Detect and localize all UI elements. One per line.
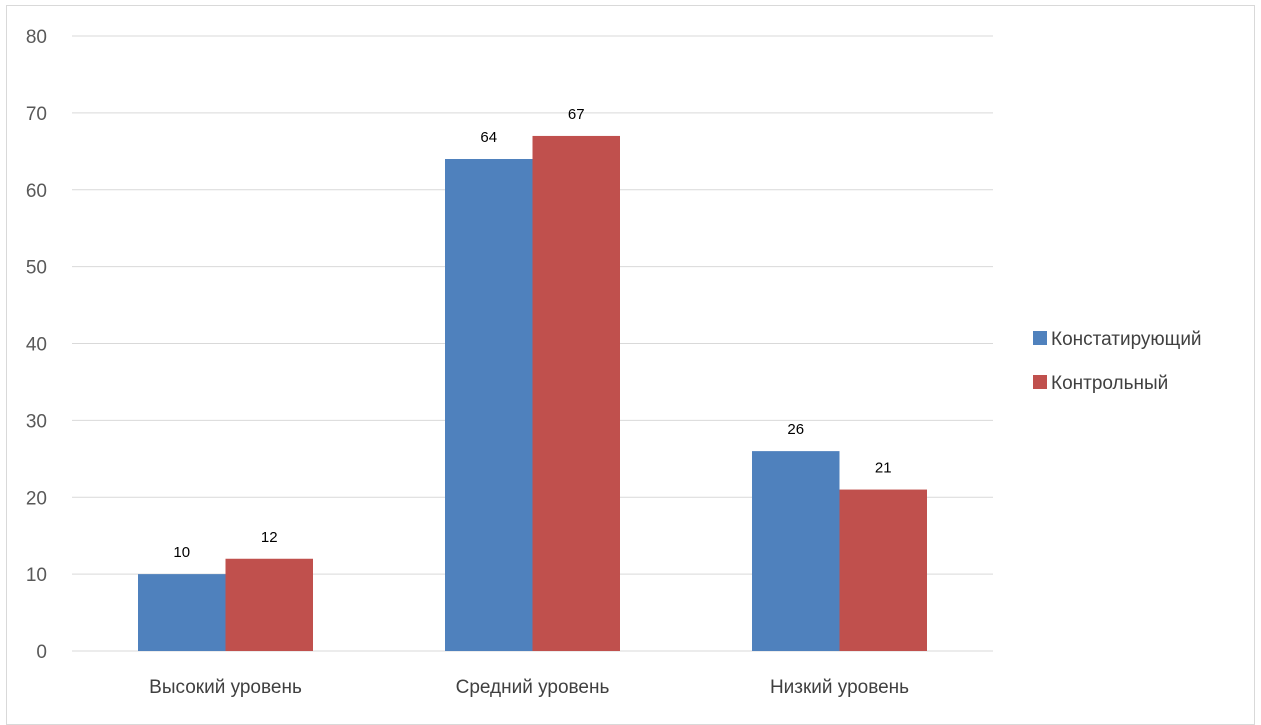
bar-konstatiruyushchiy (445, 159, 533, 651)
bar-konstatiruyushchiy (138, 574, 226, 651)
y-tick-label: 80 (26, 27, 47, 48)
data-label: 26 (787, 421, 804, 438)
legend: Констатирующий Контрольный (1033, 329, 1202, 394)
bar-konstatiruyushchiy (752, 451, 840, 651)
y-tick-label: 40 (26, 335, 47, 356)
data-labels: 10 12 64 67 26 21 (173, 106, 891, 561)
data-label: 12 (261, 529, 278, 546)
y-tick-label: 70 (26, 104, 47, 125)
bar-chart: 0 10 20 30 40 50 60 70 80 10 12 64 67 26 21 Высокий у… (26, 27, 1202, 698)
bars (138, 135, 927, 651)
bar-kontrolnyy (225, 558, 313, 651)
data-label: 21 (875, 460, 892, 477)
data-label: 64 (480, 129, 497, 146)
data-label: 67 (568, 106, 585, 123)
bar-kontrolnyy (532, 135, 620, 651)
category-label: Низкий уровень (770, 677, 909, 698)
data-label: 10 (173, 544, 190, 561)
category-label: Высокий уровень (149, 677, 302, 698)
legend-swatch (1033, 375, 1047, 389)
y-tick-label: 20 (26, 488, 47, 509)
y-tick-label: 50 (26, 258, 47, 279)
y-tick-label: 60 (26, 181, 47, 202)
legend-swatch (1033, 331, 1047, 345)
x-axis-categories: Высокий уровень Средний уровень Низкий уро… (149, 677, 909, 698)
legend-label: Контрольный (1051, 373, 1168, 394)
y-tick-label: 0 (36, 642, 47, 663)
y-tick-label: 30 (26, 411, 47, 432)
legend-label: Констатирующий (1051, 329, 1202, 350)
bar-kontrolnyy (839, 489, 927, 651)
y-axis-ticks: 0 10 20 30 40 50 60 70 80 (26, 27, 47, 663)
category-label: Средний уровень (456, 677, 610, 698)
y-tick-label: 10 (26, 565, 47, 586)
